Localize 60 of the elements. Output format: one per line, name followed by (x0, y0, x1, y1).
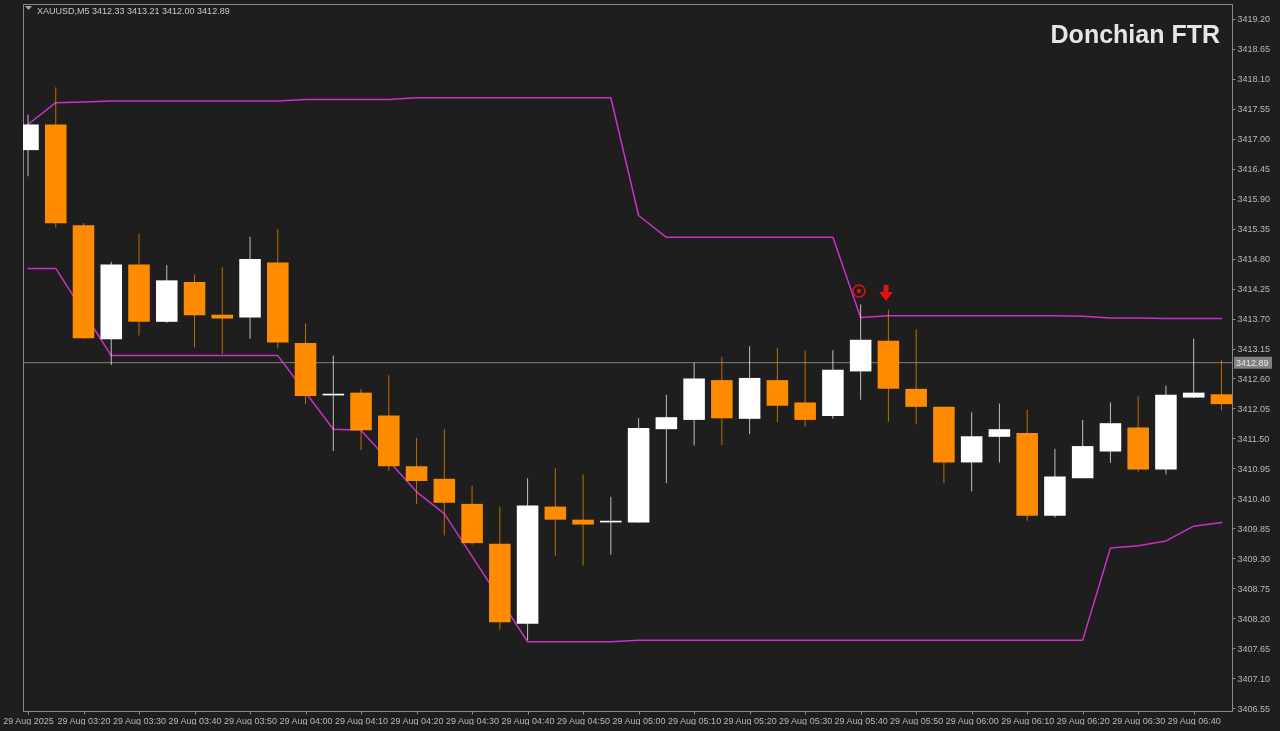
annotation: XAUUSD,M5 3412.33 3413.21 3412.00 3412.89 (37, 6, 230, 16)
y-tick-label: 3418.65 (1237, 44, 1271, 55)
candlestick (544, 467, 567, 557)
text: Donchian FTR (1050, 20, 1220, 48)
x-tick-label: 29 Aug 2025 (3, 715, 54, 726)
x-tick-label: 29 Aug 04:10 (335, 715, 389, 726)
y-tick-label: 3412.60 (1237, 373, 1271, 384)
y-tick-label: 3417.00 (1237, 134, 1271, 145)
x-tick-label: 29 Aug 05:30 (779, 715, 833, 726)
x-tick-label: 29 Aug 04:30 (446, 715, 500, 726)
candlestick (211, 266, 234, 355)
line-series (27, 267, 1223, 643)
y-tick-label: 3408.20 (1237, 613, 1271, 624)
x-tick-label: 29 Aug 05:10 (668, 715, 722, 726)
y-tick-label: 3406.55 (1237, 703, 1271, 714)
x-tick-label: 29 Aug 06:40 (1167, 715, 1221, 726)
candlestick (988, 403, 1011, 463)
y-tick-label: 3416.45 (1237, 164, 1271, 175)
x-tick-label: 29 Aug 03:40 (168, 715, 222, 726)
y-tick-label: 3407.65 (1237, 643, 1271, 654)
x-tick-label: 29 Aug 03:20 (57, 715, 111, 726)
x-tick-label: 29 Aug 04:50 (557, 715, 611, 726)
y-tick-label: 3408.75 (1237, 583, 1271, 594)
y-tick-label: 3415.35 (1237, 224, 1271, 235)
x-tick-label: 29 Aug 06:20 (1056, 715, 1110, 726)
candlestick (405, 437, 428, 505)
candlestick (905, 328, 927, 425)
x-tick-label: 29 Aug 04:40 (501, 715, 555, 726)
x-tick-label: 29 Aug 03:50 (224, 715, 278, 726)
x-tick-label: 29 Aug 06:30 (1112, 715, 1166, 726)
y-tick-label: 3419.20 (1237, 14, 1271, 25)
x-tick-label: 29 Aug 06:00 (945, 715, 999, 726)
x-tick-label: 29 Aug 05:20 (723, 715, 777, 726)
y-tick-label: 3410.95 (1237, 463, 1271, 474)
x-tick-label: 29 Aug 06:10 (1001, 715, 1055, 726)
candlestick (572, 473, 594, 566)
y-tick-label: 3410.40 (1237, 493, 1271, 504)
y-tick-label: 3414.25 (1237, 284, 1271, 295)
y-tick-label: 3414.80 (1237, 254, 1271, 265)
x-tick-label: 29 Aug 05:40 (834, 715, 888, 726)
y-tick-label: 3415.90 (1237, 194, 1271, 205)
x-tick-label: 29 Aug 05:00 (612, 715, 666, 726)
x-tick-label: 29 Aug 04:00 (279, 715, 333, 726)
candlestick (1182, 338, 1205, 399)
y-tick-label: 3413.70 (1237, 314, 1271, 325)
y-tick-label: 3417.55 (1237, 104, 1271, 115)
y-tick-label: 3412.05 (1237, 403, 1271, 414)
candlestick (433, 428, 456, 536)
candlestick (655, 394, 678, 484)
ref-line-label: 3412.89 (1236, 357, 1269, 368)
y-tick-label: 3418.10 (1237, 74, 1271, 85)
x-tick-label: 29 Aug 03:30 (112, 715, 167, 726)
y-tick-label: 3409.30 (1237, 553, 1271, 564)
y-tick-label: 3411.50 (1237, 433, 1270, 444)
candlestick (794, 350, 816, 427)
x-tick-label: 29 Aug 05:50 (890, 715, 944, 726)
y-tick-label: 3413.15 (1237, 344, 1271, 355)
y-tick-label: 3407.10 (1237, 673, 1271, 684)
y-tick-label: 3409.85 (1237, 523, 1271, 534)
x-tick-label: 29 Aug 04:20 (390, 715, 444, 726)
